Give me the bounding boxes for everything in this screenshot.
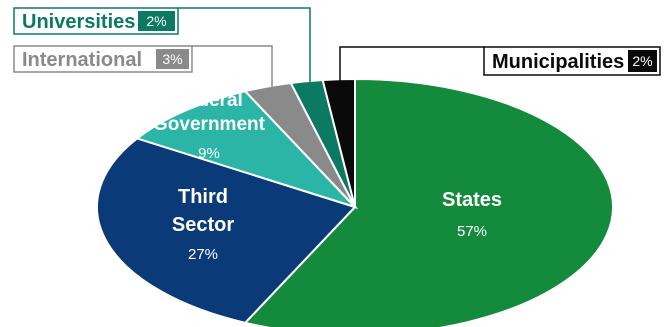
callout-value-badge-international xyxy=(156,49,189,69)
slice-name-label-federal-government: Federal xyxy=(175,90,243,111)
slice-name-label-third-sector: Sector xyxy=(172,214,234,236)
callout-international: International 3% xyxy=(13,45,193,73)
slice-name-label-states: States xyxy=(442,189,502,211)
callout-universities: Universities 2% xyxy=(13,7,179,35)
pie-slice-states xyxy=(243,77,614,327)
slice-name-label-federal-government: Government xyxy=(153,114,266,135)
callout-leaders xyxy=(178,7,484,91)
callout-name-municipalities: Municipalities xyxy=(492,51,624,73)
labels-layer: States 57% Third Sector 27% Federal Government… xyxy=(153,90,502,263)
callout-value-badge-universities xyxy=(138,11,175,31)
slice-label-group-third-sector: Third Sector 27% xyxy=(172,186,234,263)
callout-leader-international xyxy=(192,45,273,91)
callout-value-municipalities: 2% xyxy=(632,53,652,69)
slice-value-label-federal-government: 9% xyxy=(198,145,220,162)
slice-value-label-states: 57% xyxy=(457,223,487,240)
slice-label-group-federal-government: Federal Government 9% xyxy=(153,90,266,162)
callouts-layer: International 3%Universities 2%Municipalit… xyxy=(13,7,661,76)
slice-value-label-third-sector: 27% xyxy=(188,246,218,263)
pie-slice-third-sector xyxy=(95,137,357,324)
callout-leader-municipalities xyxy=(339,46,484,84)
callout-name-universities: Universities xyxy=(22,11,135,33)
slice-label-group-states: States 57% xyxy=(442,189,502,240)
callout-value-badge-municipalities xyxy=(628,50,657,72)
slice-name-label-third-sector: Third xyxy=(178,186,228,208)
callout-value-universities: 2% xyxy=(146,13,166,29)
callout-value-international: 3% xyxy=(162,51,182,67)
pie-slice-federal-government xyxy=(135,90,359,210)
callout-name-international: International xyxy=(22,49,142,71)
pie-slice-municipalities xyxy=(321,77,356,208)
callout-leader-universities xyxy=(178,7,311,85)
slices-layer xyxy=(95,77,614,327)
callout-municipalities: Municipalities 2% xyxy=(483,46,661,76)
